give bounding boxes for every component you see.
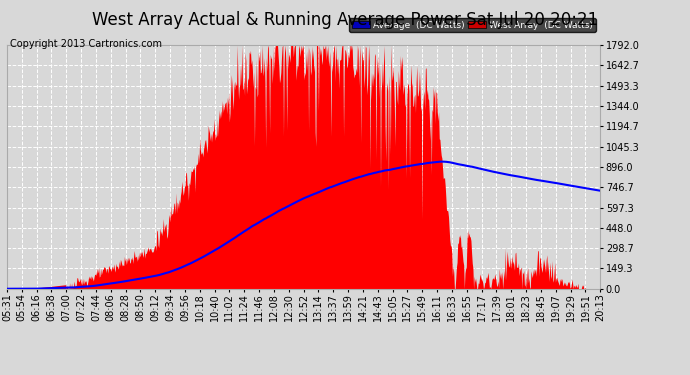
Text: Copyright 2013 Cartronics.com: Copyright 2013 Cartronics.com	[10, 39, 162, 50]
Text: West Array Actual & Running Average Power Sat Jul 20 20:21: West Array Actual & Running Average Powe…	[92, 11, 598, 29]
Legend: Average  (DC Watts), West Array  (DC Watts): Average (DC Watts), West Array (DC Watts…	[349, 18, 595, 32]
